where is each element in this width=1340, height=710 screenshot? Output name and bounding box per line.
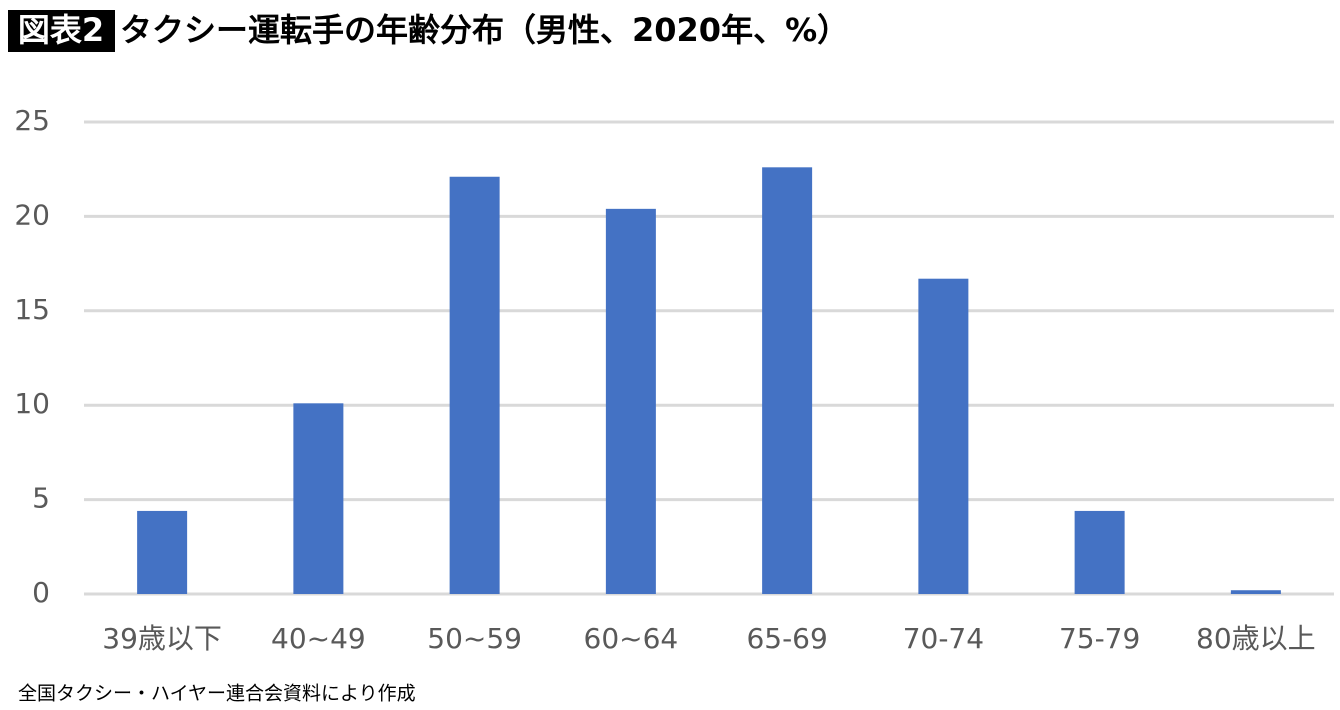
source-note: 全国タクシー・ハイヤー連合会資料により作成 bbox=[18, 683, 416, 705]
x-tick-label: 70-74 bbox=[903, 622, 984, 655]
y-tick-label: 10 bbox=[14, 387, 50, 420]
y-tick-label: 5 bbox=[32, 482, 50, 515]
bar bbox=[1074, 510, 1125, 594]
x-tick-label: 60~64 bbox=[584, 622, 679, 655]
bar bbox=[762, 167, 813, 594]
chart-title: タクシー運転手の年齢分布（男性、2020年、%） bbox=[120, 11, 849, 49]
x-tick-label: 50~59 bbox=[427, 622, 522, 655]
x-tick-label: 80歳以上 bbox=[1196, 622, 1316, 655]
x-tick-label: 65-69 bbox=[746, 622, 827, 655]
bar bbox=[1230, 590, 1281, 594]
y-tick-label: 25 bbox=[14, 104, 50, 137]
y-tick-label: 15 bbox=[14, 293, 50, 326]
y-tick-label: 0 bbox=[32, 576, 50, 609]
bar bbox=[137, 510, 188, 594]
bar bbox=[293, 403, 344, 594]
title-badge-bg bbox=[8, 10, 115, 52]
x-tick-label: 39歳以下 bbox=[102, 622, 222, 655]
bar bbox=[449, 176, 500, 594]
x-tick-label: 40~49 bbox=[271, 622, 366, 655]
bar bbox=[918, 278, 969, 594]
y-tick-label: 20 bbox=[14, 198, 50, 231]
x-tick-label: 75-79 bbox=[1059, 622, 1140, 655]
bar bbox=[605, 208, 656, 594]
title-badge: 図表2 bbox=[18, 11, 104, 49]
